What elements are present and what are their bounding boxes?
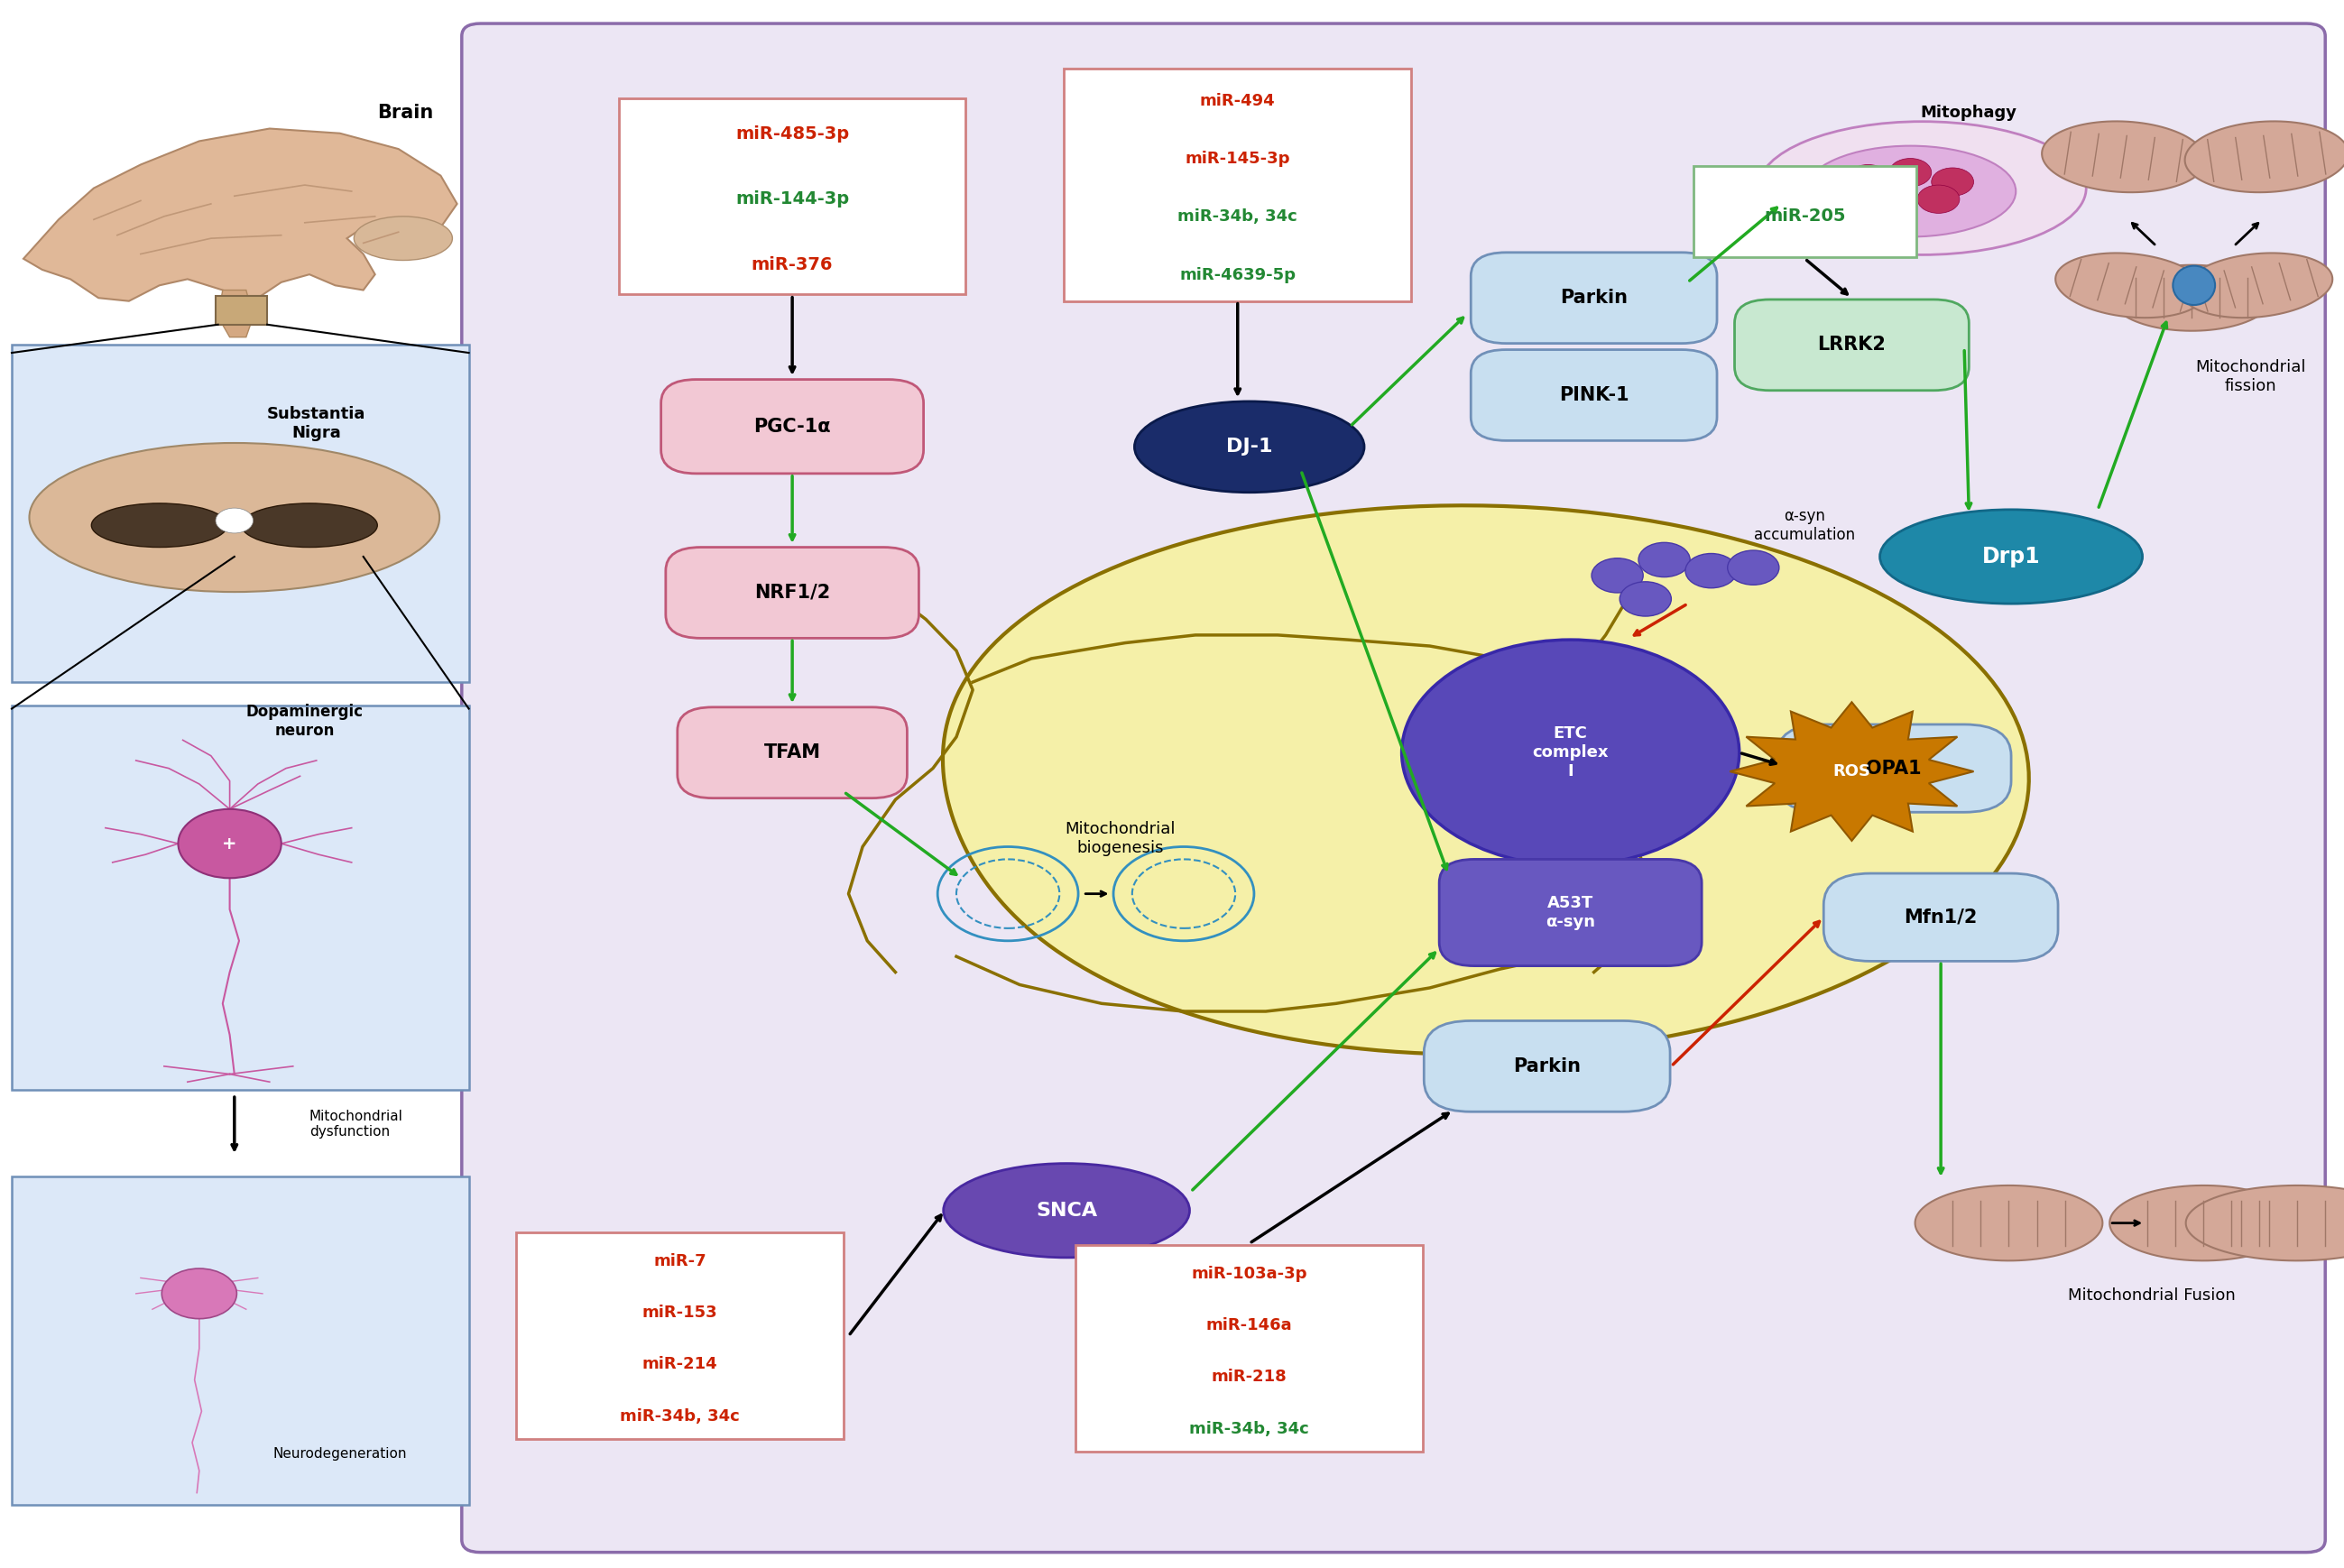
FancyBboxPatch shape bbox=[12, 345, 469, 682]
Text: ETC
complex
I: ETC complex I bbox=[1533, 726, 1608, 779]
Text: OPA1: OPA1 bbox=[1866, 759, 1922, 778]
Ellipse shape bbox=[1685, 554, 1737, 588]
Text: Mitochondrial
fission: Mitochondrial fission bbox=[2194, 359, 2306, 394]
Text: miR-494: miR-494 bbox=[1200, 93, 1275, 110]
Text: miR-214: miR-214 bbox=[642, 1356, 717, 1372]
FancyBboxPatch shape bbox=[1064, 69, 1411, 301]
FancyBboxPatch shape bbox=[462, 24, 2325, 1552]
Ellipse shape bbox=[1592, 558, 1643, 593]
Text: SNCA: SNCA bbox=[1036, 1201, 1097, 1220]
Text: miR-103a-3p: miR-103a-3p bbox=[1191, 1265, 1308, 1281]
FancyBboxPatch shape bbox=[516, 1232, 844, 1439]
Text: miR-218: miR-218 bbox=[1212, 1369, 1287, 1385]
Polygon shape bbox=[1730, 702, 1974, 840]
FancyBboxPatch shape bbox=[12, 1176, 469, 1505]
Text: Parkin: Parkin bbox=[1561, 289, 1627, 307]
Circle shape bbox=[178, 809, 281, 878]
Text: Mitophagy: Mitophagy bbox=[1920, 105, 2018, 121]
Text: miR-146a: miR-146a bbox=[1207, 1317, 1292, 1333]
FancyBboxPatch shape bbox=[1472, 252, 1716, 343]
Polygon shape bbox=[23, 129, 457, 301]
Text: Substantia
Nigra: Substantia Nigra bbox=[267, 406, 366, 441]
Ellipse shape bbox=[2173, 267, 2215, 304]
FancyBboxPatch shape bbox=[1824, 873, 2058, 961]
Text: Brain: Brain bbox=[377, 103, 434, 122]
Ellipse shape bbox=[354, 216, 452, 260]
FancyBboxPatch shape bbox=[1735, 299, 1969, 390]
FancyBboxPatch shape bbox=[677, 707, 907, 798]
FancyBboxPatch shape bbox=[1692, 166, 1917, 257]
Text: +: + bbox=[223, 836, 237, 851]
Text: Mitochondrial Fusion: Mitochondrial Fusion bbox=[2067, 1287, 2236, 1303]
Ellipse shape bbox=[1728, 550, 1779, 585]
Circle shape bbox=[1917, 185, 1960, 213]
Polygon shape bbox=[2187, 1185, 2344, 1261]
Text: PINK-1: PINK-1 bbox=[1559, 386, 1629, 405]
Text: NRF1/2: NRF1/2 bbox=[755, 583, 830, 602]
Text: miR-376: miR-376 bbox=[752, 256, 832, 273]
Ellipse shape bbox=[91, 503, 227, 547]
Text: Dopaminergic
neuron: Dopaminergic neuron bbox=[246, 704, 363, 739]
Text: miR-205: miR-205 bbox=[1765, 207, 1845, 224]
Circle shape bbox=[1847, 165, 1889, 193]
Ellipse shape bbox=[1758, 122, 2086, 254]
Polygon shape bbox=[1915, 1185, 2103, 1261]
Text: LRRK2: LRRK2 bbox=[1817, 336, 1887, 354]
Text: ROS: ROS bbox=[1833, 764, 1871, 779]
Text: Drp1: Drp1 bbox=[1983, 546, 2039, 568]
Text: miR-485-3p: miR-485-3p bbox=[736, 125, 849, 143]
Polygon shape bbox=[2112, 265, 2271, 331]
Circle shape bbox=[1931, 168, 1974, 196]
Text: A53T
α-syn: A53T α-syn bbox=[1545, 895, 1596, 930]
Polygon shape bbox=[2056, 252, 2206, 318]
Text: miR-34b, 34c: miR-34b, 34c bbox=[1177, 209, 1299, 226]
Text: Mfn1/2: Mfn1/2 bbox=[1903, 908, 1978, 927]
Text: miR-145-3p: miR-145-3p bbox=[1186, 151, 1289, 168]
Text: Parkin: Parkin bbox=[1514, 1057, 1580, 1076]
Polygon shape bbox=[218, 290, 253, 337]
Ellipse shape bbox=[1134, 401, 1364, 492]
Text: DJ-1: DJ-1 bbox=[1226, 437, 1273, 456]
Ellipse shape bbox=[1620, 582, 1671, 616]
Circle shape bbox=[1889, 158, 1931, 187]
Circle shape bbox=[1866, 187, 1908, 215]
Text: miR-4639-5p: miR-4639-5p bbox=[1179, 267, 1296, 284]
FancyBboxPatch shape bbox=[1439, 859, 1702, 966]
Ellipse shape bbox=[1638, 543, 1690, 577]
Circle shape bbox=[162, 1269, 237, 1319]
Text: miR-144-3p: miR-144-3p bbox=[736, 191, 849, 209]
Polygon shape bbox=[2185, 121, 2344, 193]
FancyBboxPatch shape bbox=[216, 296, 267, 325]
Text: Mitochondrial
biogenesis: Mitochondrial biogenesis bbox=[1064, 822, 1177, 856]
Circle shape bbox=[1402, 640, 1739, 866]
Ellipse shape bbox=[1805, 146, 2016, 237]
FancyBboxPatch shape bbox=[1425, 1021, 1669, 1112]
Circle shape bbox=[216, 508, 253, 533]
Polygon shape bbox=[942, 505, 2030, 1054]
Text: Mitochondrial
dysfunction: Mitochondrial dysfunction bbox=[309, 1110, 403, 1138]
Text: PGC-1α: PGC-1α bbox=[755, 417, 830, 436]
FancyBboxPatch shape bbox=[661, 379, 924, 474]
FancyBboxPatch shape bbox=[666, 547, 919, 638]
Ellipse shape bbox=[1880, 510, 2142, 604]
Ellipse shape bbox=[241, 503, 377, 547]
Text: TFAM: TFAM bbox=[764, 743, 820, 762]
FancyBboxPatch shape bbox=[12, 706, 469, 1090]
FancyBboxPatch shape bbox=[619, 97, 966, 295]
Polygon shape bbox=[2182, 252, 2332, 318]
Ellipse shape bbox=[30, 442, 441, 593]
Polygon shape bbox=[2110, 1185, 2297, 1261]
FancyBboxPatch shape bbox=[1777, 724, 2011, 812]
FancyBboxPatch shape bbox=[1472, 350, 1716, 441]
Ellipse shape bbox=[942, 1163, 1191, 1258]
Polygon shape bbox=[2042, 121, 2206, 193]
Text: α-syn
accumulation: α-syn accumulation bbox=[1753, 508, 1856, 543]
Text: Neurodegeneration: Neurodegeneration bbox=[272, 1447, 408, 1460]
Text: miR-153: miR-153 bbox=[642, 1305, 717, 1320]
FancyBboxPatch shape bbox=[1076, 1245, 1423, 1452]
Text: miR-7: miR-7 bbox=[654, 1253, 706, 1269]
Text: miR-34b, 34c: miR-34b, 34c bbox=[619, 1408, 741, 1424]
Text: miR-34b, 34c: miR-34b, 34c bbox=[1188, 1421, 1310, 1436]
